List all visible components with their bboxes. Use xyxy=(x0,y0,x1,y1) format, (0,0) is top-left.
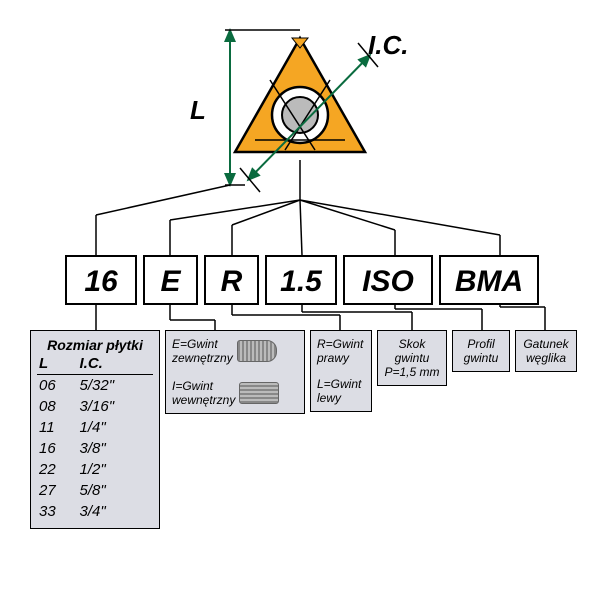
code-box-pitch: 1.5 xyxy=(265,255,337,305)
code-box-thread-type: E xyxy=(143,255,198,305)
pitch-1: Skok xyxy=(399,337,426,351)
hand-l-1: L=Gwint xyxy=(317,377,361,391)
size-table: LI.C. 065/32"083/16"111/4"163/8"221/2"27… xyxy=(37,353,153,522)
table-row: 163/8" xyxy=(37,438,153,459)
panel-hand: R=Gwint prawy L=Gwint lewy xyxy=(310,330,372,412)
code-box-profile: ISO xyxy=(343,255,433,305)
thread-int-icon xyxy=(239,382,279,404)
code-box-size: 16 xyxy=(65,255,137,305)
hand-r-2: prawy xyxy=(317,351,349,365)
table-row: 065/32" xyxy=(37,375,153,397)
table-row: 083/16" xyxy=(37,396,153,417)
table-row: 111/4" xyxy=(37,417,153,438)
grade-2: węglika xyxy=(526,351,566,365)
code-box-hand: R xyxy=(204,255,259,305)
label-IC: I.C. xyxy=(368,30,408,61)
pitch-2: gwintu xyxy=(395,351,430,365)
panel-size-title: Rozmiar płytki xyxy=(37,337,153,353)
panel-pitch: Skok gwintu P=1,5 mm xyxy=(377,330,447,386)
panel-size-table: Rozmiar płytki LI.C. 065/32"083/16"111/4… xyxy=(30,330,160,529)
size-col-IC: I.C. xyxy=(78,353,153,375)
table-row: 221/2" xyxy=(37,459,153,480)
pitch-3: P=1,5 mm xyxy=(384,365,439,379)
hand-l-2: lewy xyxy=(317,391,341,405)
thread-ext-1: E=Gwint xyxy=(172,337,218,351)
thread-int-1: I=Gwint xyxy=(172,379,213,393)
code-row: 16 E R 1.5 ISO BMA xyxy=(65,255,570,305)
profile-2: gwintu xyxy=(464,351,499,365)
panel-grade: Gatunek węglika xyxy=(515,330,577,372)
thread-ext-icon xyxy=(237,340,277,362)
table-row: 275/8" xyxy=(37,480,153,501)
size-col-L: L xyxy=(37,353,78,375)
thread-int-2: wewnętrzny xyxy=(172,393,235,407)
panel-profile: Profil gwintu xyxy=(452,330,510,372)
code-box-grade: BMA xyxy=(439,255,539,305)
hand-r-1: R=Gwint xyxy=(317,337,363,351)
grade-1: Gatunek xyxy=(523,337,568,351)
thread-ext-2: zewnętrzny xyxy=(172,351,233,365)
panel-thread-type: E=Gwint zewnętrzny I=Gwint wewnętrzny xyxy=(165,330,305,414)
profile-1: Profil xyxy=(467,337,494,351)
label-L: L xyxy=(190,95,206,126)
table-row: 333/4" xyxy=(37,501,153,522)
